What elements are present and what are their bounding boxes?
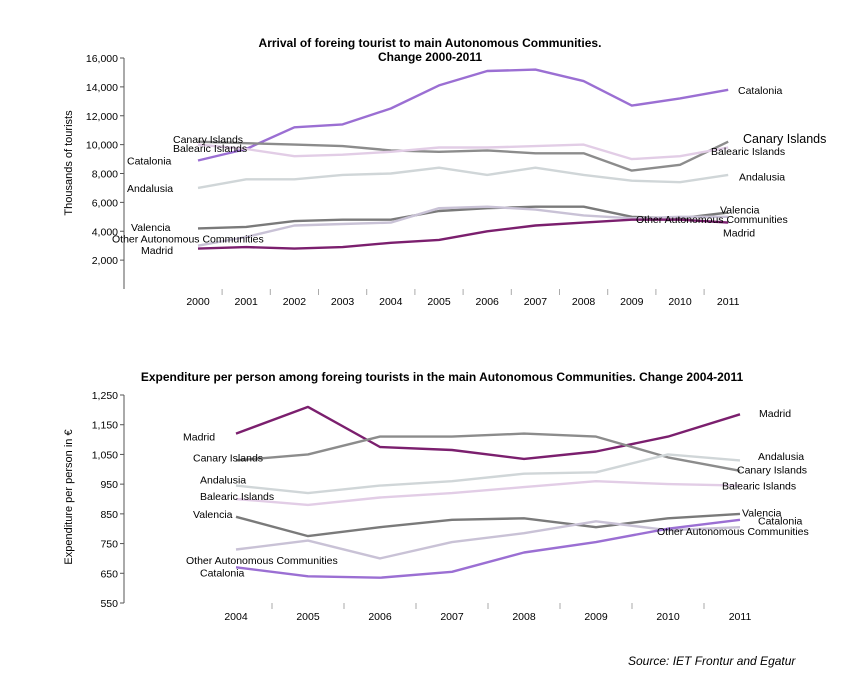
chart1-left-label-madrid: Madrid: [141, 245, 173, 257]
chart2-left-label-canary-islands: Canary Islands: [193, 452, 263, 464]
chart1-series-canary-islands: [197, 140, 729, 172]
chart1-y-tick-label: 4,000: [92, 226, 118, 238]
chart2-series-balearic-islands: [235, 480, 741, 507]
chart1-title: Arrival of foreing tourist to main Auton…: [259, 36, 602, 50]
chart2-y-tick-label: 850: [100, 509, 118, 521]
chart1-x-tick-label: 2002: [283, 296, 307, 308]
chart1-x-tick-label: 2004: [379, 296, 403, 308]
chart1-x-tick-label: 2010: [668, 296, 692, 308]
chart1-y-tick-label: 12,000: [86, 111, 118, 123]
chart2-series-valencia: [235, 512, 741, 538]
chart2-y-tick-label: 950: [100, 479, 118, 491]
chart1-subtitle: Change 2000-2011: [378, 50, 482, 64]
chart1-x-tick-label: 2001: [235, 296, 259, 308]
chart2-right-label-canary-islands: Canary Islands: [737, 464, 807, 476]
chart2-right-label-balearic-islands: Balearic Islands: [722, 481, 796, 493]
chart1-series-madrid: [197, 218, 729, 250]
chart2-left-label-valencia: Valencia: [193, 509, 233, 521]
chart1-y-axis-label: Thousands of tourists: [63, 110, 75, 216]
chart2-series-andalusia: [235, 453, 741, 495]
chart1-y-tick-label: 2,000: [92, 255, 118, 267]
chart1-right-label-madrid: Madrid: [723, 228, 755, 240]
chart1-left-label-canary-islands: Canary Islands: [173, 134, 243, 146]
chart1-series-balearic-islands: [197, 143, 729, 161]
chart2-left-label-andalusia: Andalusia: [200, 475, 246, 487]
chart1-right-label-valencia: Valencia: [720, 205, 760, 217]
chart2-right-label-madrid: Madrid: [759, 408, 791, 420]
chart2-left-label-balearic-islands: Balearic Islands: [200, 491, 274, 503]
source-note: Source: IET Frontur and Egatur: [628, 654, 796, 668]
chart2-title: Expenditure per person among foreing tou…: [141, 370, 744, 384]
chart1-y-tick-label: 8,000: [92, 169, 118, 181]
chart1-x-tick-label: 2009: [620, 296, 644, 308]
chart2-x-tick-label: 2004: [224, 611, 248, 623]
chart1-x-tick-label: 2005: [427, 296, 451, 308]
chart2-x-tick-label: 2007: [440, 611, 464, 623]
chart2-right-label-andalusia: Andalusia: [758, 451, 804, 463]
chart1-left-label-valencia: Valencia: [131, 222, 171, 234]
chart2-x-tick-label: 2006: [368, 611, 392, 623]
chart1-x-tick-label: 2006: [476, 296, 500, 308]
chart1-x-tick-label: 2011: [717, 296, 740, 308]
chart1-series-andalusia: [197, 166, 729, 190]
chart1-y-tick-label: 6,000: [92, 197, 118, 209]
chart1-x-tick-label: 2003: [331, 296, 355, 308]
chart1-right-label-balearic-islands: Balearic Islands: [711, 146, 785, 158]
chart1-series-catalonia: [197, 68, 729, 162]
chart1-y-tick-label: 16,000: [86, 53, 118, 65]
chart1-left-label-other-autonomous-communities: Other Autonomous Communities: [112, 233, 264, 245]
chart1-y-tick-label: 14,000: [86, 82, 118, 94]
chart1-right-label-andalusia: Andalusia: [739, 171, 785, 183]
chart2-y-tick-label: 750: [100, 539, 118, 551]
chart2-series-canary-islands: [235, 432, 741, 472]
chart1-y-tick-label: 10,000: [86, 140, 118, 152]
chart1-right-label-other-autonomous-communities: Other Autonomous Communities: [636, 214, 788, 226]
chart1-x-tick-label: 2008: [572, 296, 596, 308]
chart2-y-tick-label: 1,150: [92, 420, 118, 432]
chart1-right-label-catalonia: Catalonia: [738, 85, 783, 97]
chart2-series-catalonia: [235, 518, 741, 579]
chart1-x-tick-label: 2007: [524, 296, 548, 308]
chart1-left-label-balearic-islands: Balearic Islands: [173, 143, 247, 155]
chart2-x-tick-label: 2008: [512, 611, 536, 623]
chart2-y-tick-label: 550: [100, 598, 118, 610]
chart2-x-tick-label: 2009: [584, 611, 608, 623]
chart1-x-tick-label: 2000: [186, 296, 210, 308]
chart2-y-tick-label: 1,050: [92, 449, 118, 461]
chart2-x-tick-label: 2011: [729, 611, 752, 623]
chart2-left-label-other-autonomous-communities: Other Autonomous Communities: [186, 555, 338, 567]
chart2-y-tick-label: 650: [100, 568, 118, 580]
chart1-right-label-canary-islands: Canary Islands: [743, 132, 826, 146]
chart2-left-label-madrid: Madrid: [183, 432, 215, 444]
chart2-x-tick-label: 2005: [296, 611, 320, 623]
chart2-right-label-valencia: Valencia: [742, 507, 782, 519]
chart2-series-madrid: [235, 405, 741, 461]
chart2-y-tick-label: 1,250: [92, 390, 118, 402]
chart1-left-label-catalonia: Catalonia: [127, 156, 172, 168]
chart2-x-tick-label: 2010: [656, 611, 680, 623]
chart1-series-other-autonomous-communities: [197, 205, 729, 247]
chart2-right-label-catalonia: Catalonia: [758, 515, 803, 527]
chart2-series-other-autonomous-communities: [235, 520, 741, 560]
chart1-left-label-andalusia: Andalusia: [127, 183, 173, 195]
chart2-y-axis-label: Expenditure per person in €: [63, 429, 75, 564]
chart2-left-label-catalonia: Catalonia: [200, 568, 245, 580]
chart2-right-label-other-autonomous-communities: Other Autonomous Communities: [657, 526, 809, 538]
